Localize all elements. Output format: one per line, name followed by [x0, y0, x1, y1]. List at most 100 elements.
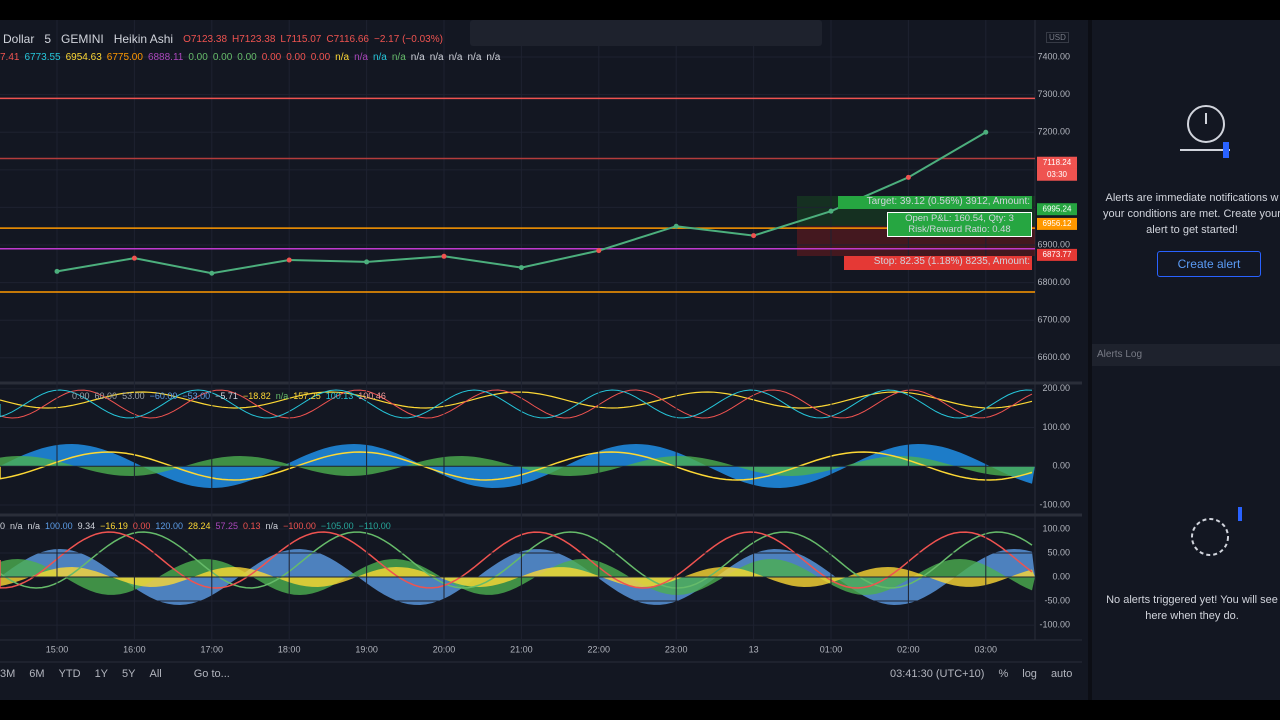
empty-icon	[1191, 507, 1242, 556]
y-tick-label: 6900.00	[1037, 239, 1070, 249]
y-tick-label: 0.00	[1052, 461, 1070, 471]
legend-value: −16.19	[100, 521, 128, 531]
header: Dollar 5 GEMINI Heikin Ashi O7123.38 H712…	[3, 32, 443, 46]
chart: 15:00 16:00 17:00 18:00 19:00 20:00 21:00 22:00…	[0, 20, 1085, 700]
osc-wave	[0, 531, 1033, 589]
y-tick-label: -100.00	[1039, 619, 1070, 629]
y-tick-label: -50.00	[1044, 595, 1070, 605]
legend-value: 0.00	[212, 52, 233, 63]
y-tick-label: 0.00	[1052, 571, 1070, 581]
x-tick-label: 01:00	[820, 644, 843, 654]
price-tag-label: 6956.12	[1043, 219, 1072, 228]
x-tick-label: 03:00	[975, 644, 998, 654]
legend-value: 6773.55	[24, 52, 61, 63]
log-toggle[interactable]: log	[1022, 668, 1037, 680]
legend-value: 100.13	[325, 391, 354, 401]
legend-value: 9.34	[77, 521, 96, 531]
legend-value: 60.00	[94, 391, 118, 401]
y-tick-label: 100.00	[1042, 523, 1070, 533]
currency[interactable]: USD	[1046, 32, 1069, 43]
legend-value: n/a	[10, 521, 23, 531]
legend-value: 6888.11	[147, 52, 184, 63]
interval[interactable]: 5	[44, 32, 52, 46]
legend-value: 100.00	[45, 521, 73, 531]
legend-value: 28.24	[187, 521, 211, 531]
legend-value: 0.00	[72, 391, 90, 401]
y-tick-label: 200.00	[1042, 383, 1070, 393]
price-point	[441, 253, 447, 259]
legend-value: 0.13	[243, 521, 261, 531]
legend-value: 6954.63	[65, 52, 102, 63]
legend-value: 0.00	[188, 52, 208, 63]
y-tick-label: 50.00	[1047, 547, 1070, 557]
legend-value: −18.82	[242, 391, 271, 401]
legend-value: −5.71	[215, 391, 238, 401]
osc-wave	[0, 451, 1033, 481]
x-tick-label: 16:00	[123, 644, 146, 654]
legend-value: 7.41	[0, 52, 20, 63]
x-tick-label: 19:00	[355, 644, 378, 654]
osc-wave	[0, 389, 1033, 419]
legend-value: n/a	[335, 52, 350, 63]
countdown-tag	[1037, 168, 1077, 181]
auto-toggle[interactable]: auto	[1050, 668, 1073, 680]
price-point	[286, 257, 292, 263]
bottom-edge	[0, 700, 1280, 720]
price-tag	[1037, 203, 1077, 216]
price-point	[518, 265, 524, 271]
goto[interactable]: Go to...	[193, 668, 230, 680]
legend-value: −60.00	[149, 391, 178, 401]
create-alert-button[interactable]: Create alert	[1157, 251, 1261, 277]
chart-style[interactable]: Heikin Ashi	[113, 32, 174, 46]
price-point	[596, 248, 602, 254]
legend-value: −100.00	[283, 521, 316, 531]
y-tick-label: 7200.00	[1037, 127, 1070, 137]
legend-value: 100.46	[358, 391, 386, 401]
range-button[interactable]: 6M	[29, 668, 45, 680]
range-button[interactable]: 5Y	[122, 668, 136, 680]
open-pnl: Open P&L: 160.54, Qty: 3	[905, 213, 1014, 224]
countdown: 03:30	[1047, 170, 1068, 179]
alerts-log-header[interactable]: Alerts Log	[1092, 344, 1280, 366]
price-tag	[1037, 217, 1077, 230]
x-tick-label: 21:00	[510, 644, 533, 654]
legend-value: 157.25	[293, 391, 321, 401]
x-tick-label: 22:00	[588, 644, 611, 654]
clock: 03:41:30 (UTC+10)	[890, 668, 985, 680]
range-button[interactable]: 1Y	[94, 668, 109, 680]
y-tick-label: 6800.00	[1037, 277, 1070, 287]
percent-toggle[interactable]: %	[998, 668, 1009, 680]
range-button[interactable]: YTD	[58, 668, 81, 680]
x-tick-label: 18:00	[278, 644, 301, 654]
price-tag-label: 6873.77	[1043, 250, 1072, 259]
legend-value: 0.00	[286, 52, 306, 63]
price-tag	[1037, 248, 1077, 261]
top-bar	[0, 0, 1280, 20]
x-tick-label: 15:00	[46, 644, 69, 654]
x-tick-label: 02:00	[897, 644, 920, 654]
ohlc-value: O7123.38	[183, 34, 228, 45]
legend-value: −110.00	[358, 521, 391, 531]
range-button[interactable]: All	[149, 668, 162, 680]
alerts-panel: Alerts are immediate notifications w you…	[1088, 20, 1280, 700]
osc-wave	[0, 391, 1033, 409]
symbol[interactable]: Dollar	[3, 32, 35, 46]
price-point	[364, 259, 370, 265]
y-tick-label: -100.00	[1039, 499, 1070, 509]
x-tick-label: 20:00	[433, 644, 456, 654]
legend-value: 0	[0, 521, 6, 531]
legend-value: 0.00	[132, 521, 151, 531]
legend-value: 0.00	[310, 52, 331, 63]
drawing-toolbar[interactable]	[470, 20, 822, 46]
bottom-right: 03:41:30 (UTC+10) % log auto	[890, 668, 1072, 680]
range-buttons: 3M 6M YTD 1Y 5Y All	[0, 668, 162, 680]
change: −2.17 (−0.03%)	[374, 34, 443, 45]
legend-value: 0.00	[261, 52, 282, 63]
price-point	[54, 268, 60, 274]
ohlc-value: L7115.07	[280, 34, 322, 45]
legend-value: −53.00	[182, 391, 211, 401]
range-button[interactable]: 3M	[0, 668, 16, 680]
price-tag-label: 6995.24	[1043, 204, 1072, 213]
legend-value: n/a	[486, 52, 501, 63]
legend-value: 53.00	[122, 391, 145, 401]
